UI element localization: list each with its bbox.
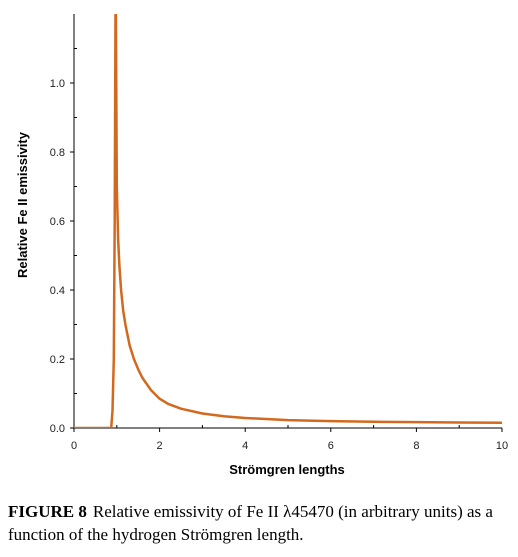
x-tick-label: 6 <box>328 440 334 452</box>
y-tick-label: 0.4 <box>50 285 65 297</box>
x-tick-label: 2 <box>157 440 163 452</box>
y-tick-label: 1.0 <box>50 78 65 90</box>
x-tick-label: 0 <box>71 440 77 452</box>
emissivity-curve-0 <box>106 14 502 428</box>
x-tick-label: 4 <box>242 440 248 452</box>
y-tick-label: 0.8 <box>50 147 65 159</box>
y-tick-label: 0.2 <box>50 354 65 366</box>
x-tick-label: 8 <box>413 440 419 452</box>
y-tick-label: 0.6 <box>50 216 65 228</box>
emissivity-chart: 0.0 0.2 0.4 0.6 0.8 1.0 0 2 4 6 8 10 Strömgren leng… <box>15 14 508 477</box>
plot-marks <box>74 14 502 428</box>
x-tick-label: 10 <box>496 440 508 452</box>
figure-number: FIGURE 8 <box>8 502 87 521</box>
axes: 0.0 0.2 0.4 0.6 0.8 1.0 0 2 4 6 8 10 <box>50 14 508 452</box>
figure-caption: FIGURE 8 Relative emissivity of Fe II λ45… <box>8 500 508 546</box>
y-tick-label: 0.0 <box>50 423 65 435</box>
y-axis-label: Relative Fe II emissivity <box>15 131 30 278</box>
x-axis-label: Strömgren lengths <box>229 462 345 477</box>
caption-text: Relative emissivity of Fe II λ45470 (in … <box>8 502 493 544</box>
